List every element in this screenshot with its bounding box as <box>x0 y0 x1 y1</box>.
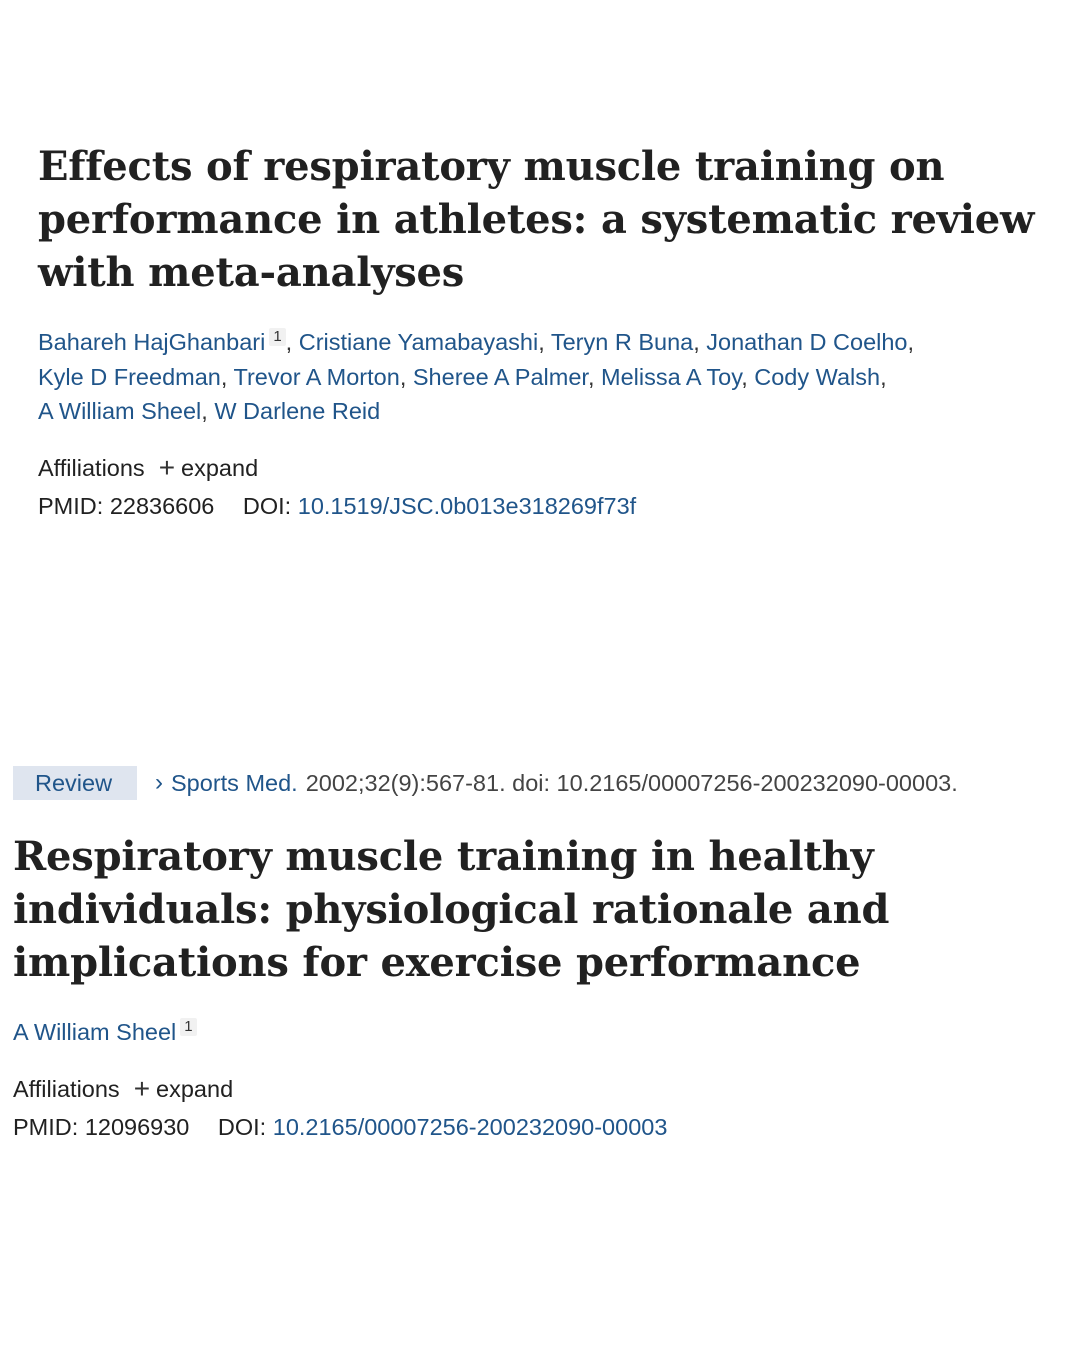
article-title[interactable]: Effects of respiratory muscle training o… <box>38 143 1035 296</box>
author-link[interactable]: Cody Walsh <box>754 363 881 390</box>
author-link[interactable]: A William Sheel <box>13 1019 177 1045</box>
author-link[interactable]: Cristiane Yamabayashi <box>298 329 539 355</box>
journal-link[interactable]: Sports Med. <box>171 770 298 796</box>
author-list: A William Sheel 1 <box>13 1015 1073 1050</box>
pmid-value: 22836606 <box>109 492 215 519</box>
author-link[interactable]: W Darlene Reid <box>214 398 381 424</box>
author-link[interactable]: A William Sheel <box>38 398 202 424</box>
author-link[interactable]: Sheree A Palmer <box>412 363 588 390</box>
doi-label: DOI: <box>217 1113 267 1140</box>
doi-link[interactable]: 10.1519/JSC.0b013e318269f73f <box>297 492 637 519</box>
article-meta-row: Review › Sports Med. 2002;32(9):567-81. … <box>13 766 1073 800</box>
affiliations-expand-button[interactable]: + expand <box>134 1072 233 1106</box>
author-link[interactable]: Trevor A Morton <box>233 363 400 390</box>
identifiers-row: PMID: 12096930 DOI: 10.2165/00007256-200… <box>13 1110 1073 1144</box>
citation-text: 2002;32(9):567-81. doi: 10.2165/00007256… <box>305 770 958 796</box>
author-link[interactable]: Kyle D Freedman <box>38 363 221 390</box>
affiliations-label: Affiliations <box>13 1075 120 1102</box>
plus-icon: + <box>158 451 176 483</box>
affiliations-label: Affiliations <box>38 454 145 481</box>
author-link[interactable]: Bahareh HajGhanbari <box>38 329 266 355</box>
identifiers-row: PMID: 22836606 DOI: 10.1519/JSC.0b013e31… <box>38 489 1048 523</box>
article-title[interactable]: Respiratory muscle training in healthy i… <box>13 833 890 986</box>
author-list: Bahareh HajGhanbari 1, Cristiane Yamabaya… <box>38 328 915 424</box>
chevron-right-icon[interactable]: › <box>155 769 163 796</box>
pmid-label: PMID: <box>38 492 104 519</box>
publication-type-badge: Review <box>13 766 137 800</box>
expand-label: expand <box>156 1075 234 1102</box>
doi-link[interactable]: 10.2165/00007256-200232090-00003 <box>272 1113 668 1140</box>
expand-label: expand <box>181 454 259 481</box>
author-link[interactable]: Jonathan D Coelho <box>706 329 908 355</box>
pmid-label: PMID: <box>13 1113 79 1140</box>
author-link[interactable]: Melissa A Toy <box>601 363 742 390</box>
doi-label: DOI: <box>242 492 292 519</box>
affiliations-row: Affiliations + expand <box>13 1072 1073 1106</box>
affiliation-superscript[interactable]: 1 <box>180 1018 197 1036</box>
article-result-1: Effects of respiratory muscle training o… <box>38 140 1048 523</box>
article-result-2: Review › Sports Med. 2002;32(9):567-81. … <box>13 766 1073 1144</box>
affiliations-row: Affiliations + expand <box>38 451 1048 485</box>
author-link[interactable]: Teryn R Buna <box>550 329 694 355</box>
affiliation-superscript[interactable]: 1 <box>269 328 286 346</box>
pmid-value: 12096930 <box>84 1113 190 1140</box>
affiliations-expand-button[interactable]: + expand <box>159 451 258 485</box>
plus-icon: + <box>133 1072 151 1104</box>
